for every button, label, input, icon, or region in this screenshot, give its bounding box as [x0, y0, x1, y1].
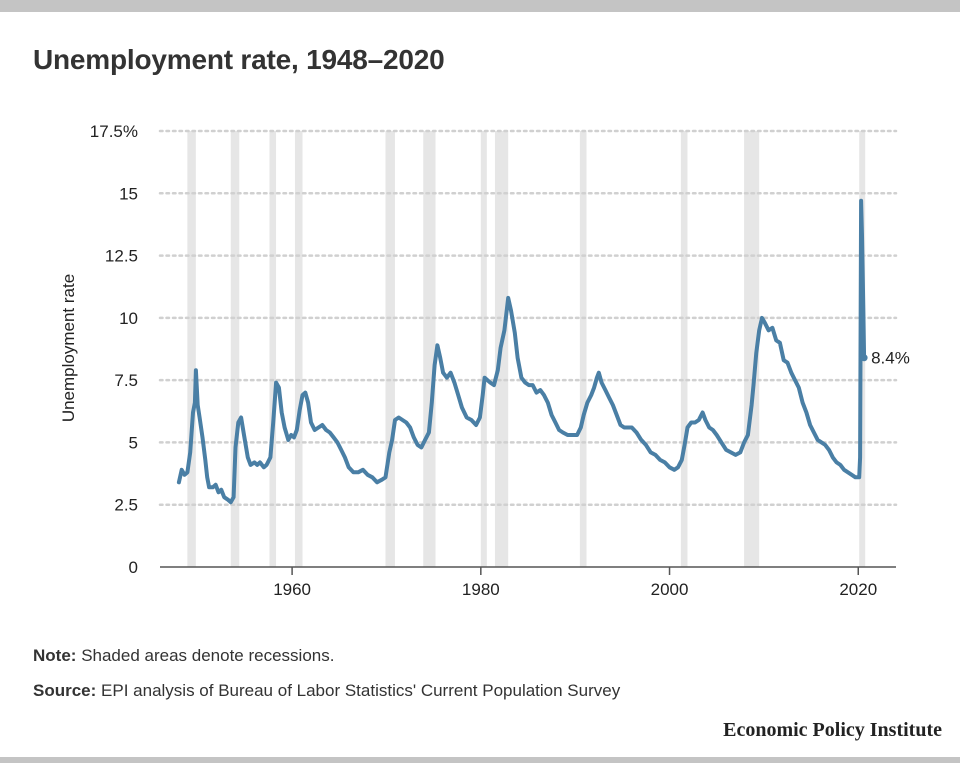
- series-layer: [176, 198, 868, 505]
- recession-band-3: [294, 131, 303, 567]
- recession-band-6: [480, 131, 487, 567]
- recession-band-5: [423, 131, 436, 567]
- chart-title: Unemployment rate, 1948–2020: [33, 44, 445, 75]
- y-tick-label-0: 0: [129, 558, 138, 577]
- x-tick-label-3: 2020: [839, 580, 877, 599]
- recession-band-4: [385, 131, 395, 567]
- gridlines: [158, 129, 898, 506]
- recession-band-9: [680, 131, 688, 567]
- x-tick-label-0: 1960: [273, 580, 311, 599]
- x-tick-label-2: 2000: [651, 580, 689, 599]
- bottom-border: [0, 757, 960, 763]
- y-axis-label: Unemployment rate: [59, 274, 78, 422]
- end-value-label: 8.4%: [871, 349, 910, 368]
- recession-band-1: [230, 131, 240, 567]
- y-tick-label-1: 2.5: [114, 496, 138, 515]
- note-label: Note:: [33, 646, 77, 665]
- source-label: Source:: [33, 681, 97, 700]
- recession-band-2: [269, 131, 277, 567]
- x-tick-label-1: 1980: [462, 580, 500, 599]
- y-tick-label-5: 12.5: [105, 247, 138, 266]
- series-end-point-0: [860, 354, 868, 362]
- recession-shading: [187, 131, 866, 567]
- recession-band-8: [579, 131, 587, 567]
- x-axis: 1960 1980 2000 2020: [160, 566, 896, 599]
- y-tick-label-6: 15: [119, 184, 138, 203]
- brand-logo: Economic Policy Institute: [723, 719, 942, 741]
- note: Note: Shaded areas denote recessions.: [33, 646, 334, 666]
- y-tick-label-7: 17.5%: [90, 122, 138, 141]
- series-line-0: [176, 198, 867, 505]
- recession-band-10: [744, 131, 760, 567]
- y-axis-ticks: 0 2.5 5 7.5 10 12.5 15 17.5%: [90, 122, 138, 577]
- line-chart: 0 2.5 5 7.5 10 12.5 15 17.5% 1960 1980 2000 2020 U…: [59, 122, 910, 599]
- note-text: Shaded areas denote recessions.: [81, 646, 335, 665]
- y-tick-label-2: 5: [129, 433, 138, 452]
- y-tick-label-3: 7.5: [114, 371, 138, 390]
- top-border: [0, 0, 960, 12]
- y-tick-label-4: 10: [119, 309, 138, 328]
- source: Source: EPI analysis of Bureau of Labor …: [33, 681, 620, 701]
- recession-band-0: [187, 131, 196, 567]
- source-text: EPI analysis of Bureau of Labor Statisti…: [101, 681, 621, 700]
